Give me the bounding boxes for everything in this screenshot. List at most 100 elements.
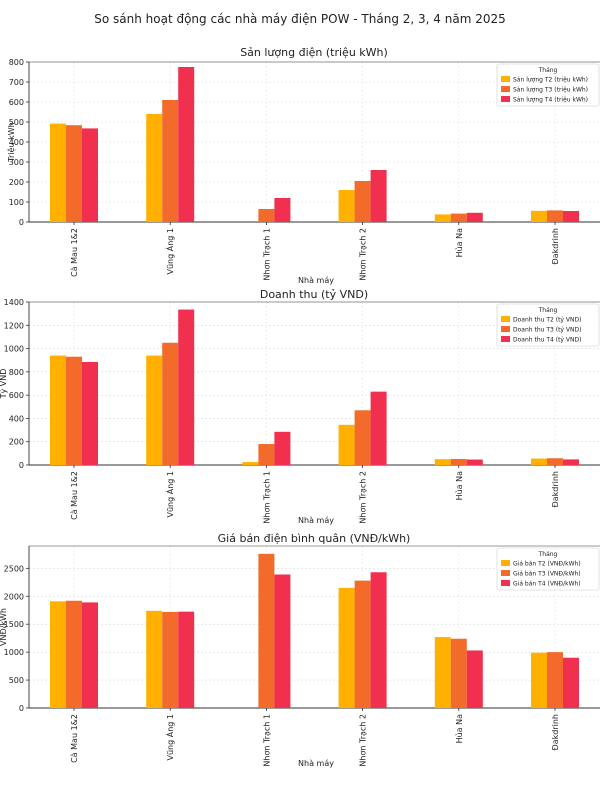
x-axis-label: Nhà máy <box>298 759 334 768</box>
bar <box>547 652 563 708</box>
y-tick-label: 500 <box>9 676 24 685</box>
figure-suptitle: So sánh hoạt động các nhà máy điện POW -… <box>94 12 506 26</box>
bar <box>531 210 547 222</box>
legend-entry: Giá bán T3 (VNĐ/kWh) <box>513 571 581 578</box>
bar <box>258 553 275 708</box>
x-tick-label: Nhơn Trạch 2 <box>359 714 369 767</box>
bar <box>563 657 579 708</box>
legend-box <box>496 63 600 107</box>
legend-swatch <box>501 580 510 586</box>
bar <box>354 580 371 708</box>
legend-entry: Giá bán T2 (VNĐ/kWh) <box>513 561 581 568</box>
y-tick-label: 0 <box>19 461 24 470</box>
y-tick-label: 2500 <box>4 564 24 573</box>
bar <box>66 600 82 708</box>
y-tick-label: 2000 <box>4 592 24 601</box>
bar <box>258 209 275 222</box>
y-tick-label: 600 <box>9 98 24 107</box>
bar <box>354 410 371 465</box>
bar <box>466 650 483 708</box>
y-tick-label: 1500 <box>4 620 24 629</box>
bar <box>450 638 467 708</box>
legend: Tháng Doanh thu T2 (tỷ VND) Doanh thu T3 (… <box>496 303 600 347</box>
y-tick-label: 1000 <box>4 648 24 657</box>
y-tick-label: 1200 <box>4 321 24 330</box>
bar <box>547 458 563 465</box>
bar <box>338 587 355 708</box>
legend-swatch <box>501 76 510 82</box>
x-tick-label: Hủa Na <box>454 228 464 258</box>
bar <box>370 572 387 708</box>
y-tick-label: 1400 <box>4 298 24 307</box>
legend-swatch <box>501 570 510 576</box>
bar <box>450 458 467 465</box>
y-tick-label: 800 <box>9 368 24 377</box>
bar <box>338 190 355 222</box>
y-tick-label: 0 <box>19 704 24 713</box>
legend-title: Tháng <box>538 67 558 74</box>
bar <box>531 458 547 465</box>
legend-entry: Sản lượng T2 (triệu kWh) <box>513 77 588 84</box>
legend-title: Tháng <box>538 551 558 558</box>
chart-2: Doanh thu (tỷ VND) 0 200 400 600 800 1000 1200 1… <box>0 288 600 525</box>
bar <box>50 601 66 708</box>
x-tick-label: Vũng Áng 1 <box>164 228 175 275</box>
x-tick-label: Vũng Áng 1 <box>164 471 175 518</box>
y-tick-label: 800 <box>9 58 24 67</box>
y-tick-label: 100 <box>9 198 24 207</box>
bar <box>466 459 483 465</box>
y-tick-label: 300 <box>9 158 24 167</box>
y-tick-label: 200 <box>9 178 24 187</box>
charts-group: Sản lượng điện (triệu kWh) 0 100 200 300 400 5… <box>0 46 600 768</box>
bar <box>370 170 387 222</box>
legend-swatch <box>501 336 510 342</box>
bar <box>242 462 259 465</box>
legend-swatch <box>501 560 510 566</box>
y-tick-label: 0 <box>19 218 24 227</box>
y-tick-label: 400 <box>9 414 24 423</box>
legend-box <box>496 547 600 591</box>
chart-3: Giá bán điện bình quân (VNĐ/kWh) 0 500 1000… <box>0 532 600 768</box>
x-tick-label: Hủa Na <box>454 471 464 501</box>
legend-entry: Doanh thu T2 (tỷ VND) <box>513 317 581 324</box>
bar <box>466 212 483 222</box>
bar <box>370 391 387 465</box>
x-tick-label: Hủa Na <box>454 714 464 744</box>
bar <box>563 211 579 222</box>
y-axis-label: Triệu kWh <box>6 122 16 162</box>
bar <box>162 100 179 222</box>
legend-swatch <box>501 316 510 322</box>
bar <box>146 355 163 465</box>
bar <box>82 128 98 222</box>
legend-swatch <box>501 86 510 92</box>
legend-entry: Giá bán T4 (VNĐ/kWh) <box>513 581 581 588</box>
x-tick-label: Đakdrinh <box>551 714 560 750</box>
bar <box>434 637 451 708</box>
legend-swatch <box>501 96 510 102</box>
bar <box>178 67 195 222</box>
legend-entry: Doanh thu T3 (tỷ VND) <box>513 327 581 334</box>
y-axis-label: VNĐ/kWh <box>0 608 8 646</box>
y-tick-label: 600 <box>9 391 24 400</box>
bar <box>178 309 195 465</box>
bar <box>434 459 451 465</box>
x-tick-label: Cà Mau 1&2 <box>70 714 79 763</box>
bar <box>82 361 98 465</box>
bar <box>162 342 179 465</box>
legend-title: Tháng <box>538 307 558 314</box>
x-axis-label: Nhà máy <box>298 516 334 525</box>
bar <box>338 424 355 465</box>
y-tick-label: 200 <box>9 438 24 447</box>
x-tick-label: Nhơn Trạch 1 <box>262 228 272 281</box>
bar <box>354 181 371 222</box>
y-tick-label: 1000 <box>4 345 24 354</box>
bar <box>50 123 66 222</box>
legend-box <box>496 303 600 347</box>
bar <box>162 611 179 708</box>
bar <box>547 210 563 222</box>
legend-entry: Doanh thu T4 (tỷ VND) <box>513 337 581 344</box>
bar <box>531 652 547 708</box>
bar <box>66 125 82 222</box>
